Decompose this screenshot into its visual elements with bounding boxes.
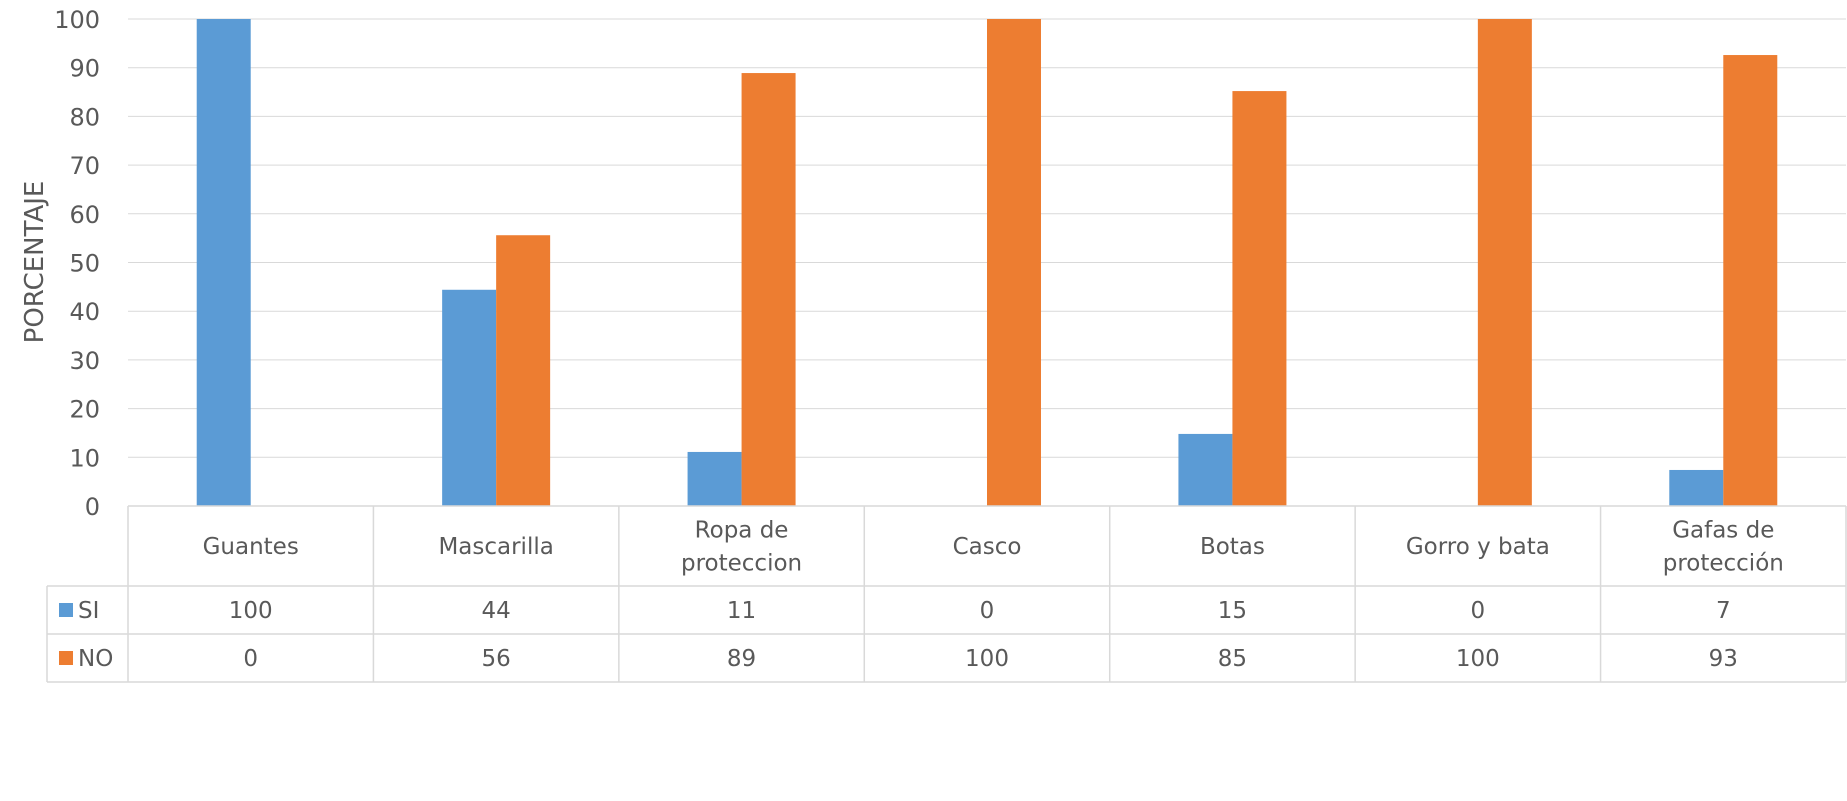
bar-si-4: [1178, 434, 1232, 506]
value-si-1: 44: [482, 598, 511, 624]
y-tick-label: 50: [69, 250, 100, 278]
y-tick-label: 30: [69, 347, 100, 375]
category-label: proteccion: [681, 551, 802, 577]
y-tick-label: 70: [69, 152, 100, 180]
y-tick-label: 90: [69, 55, 100, 83]
y-tick-label: 80: [69, 103, 100, 131]
value-si-5: 0: [1471, 598, 1486, 624]
bar-si-0: [197, 19, 251, 506]
category-label: Gorro y bata: [1406, 534, 1550, 560]
y-tick-label: 40: [69, 298, 100, 326]
category-label: Gafas de: [1672, 518, 1774, 544]
legend-key-si: [59, 603, 73, 617]
category-label: Mascarilla: [438, 534, 553, 560]
value-no-6: 93: [1709, 646, 1738, 672]
bar-si-1: [442, 290, 496, 506]
bar-no-6: [1723, 55, 1777, 506]
bar-no-5: [1478, 19, 1532, 506]
value-no-5: 100: [1456, 646, 1500, 672]
value-si-3: 0: [980, 598, 995, 624]
value-si-6: 7: [1716, 598, 1731, 624]
bar-si-2: [688, 452, 742, 506]
bar-no-3: [987, 19, 1041, 506]
y-tick-label: 20: [69, 396, 100, 424]
bar-si-6: [1669, 470, 1723, 506]
value-no-2: 89: [727, 646, 756, 672]
legend-key-no: [59, 651, 73, 665]
y-tick-label: 60: [69, 201, 100, 229]
value-no-3: 100: [965, 646, 1009, 672]
bar-no-1: [496, 235, 550, 506]
y-axis-ticks: 0 10 20 30 40 50 60 70 80 90 100: [54, 6, 100, 521]
legend-label-si: SI: [78, 598, 99, 624]
value-no-1: 56: [482, 646, 511, 672]
y-tick-label: 0: [85, 493, 100, 521]
value-si-0: 100: [229, 598, 273, 624]
category-label: Guantes: [203, 534, 299, 560]
category-label: protección: [1663, 551, 1784, 577]
value-no-4: 85: [1218, 646, 1247, 672]
legend-label-no: NO: [78, 646, 113, 672]
y-tick-label: 10: [69, 444, 100, 472]
category-label: Ropa de: [695, 518, 789, 544]
bar-no-2: [742, 73, 796, 506]
y-axis-label: PORCENTAJE: [20, 181, 50, 344]
value-si-4: 15: [1218, 598, 1247, 624]
value-no-0: 0: [243, 646, 258, 672]
value-si-2: 11: [727, 598, 756, 624]
category-label: Casco: [953, 534, 1022, 560]
data-table: Guantes Mascarilla Ropa de proteccion Casco B…: [47, 506, 1846, 682]
y-tick-label: 100: [54, 6, 100, 34]
category-label: Botas: [1200, 534, 1265, 560]
bar-no-4: [1232, 91, 1286, 506]
